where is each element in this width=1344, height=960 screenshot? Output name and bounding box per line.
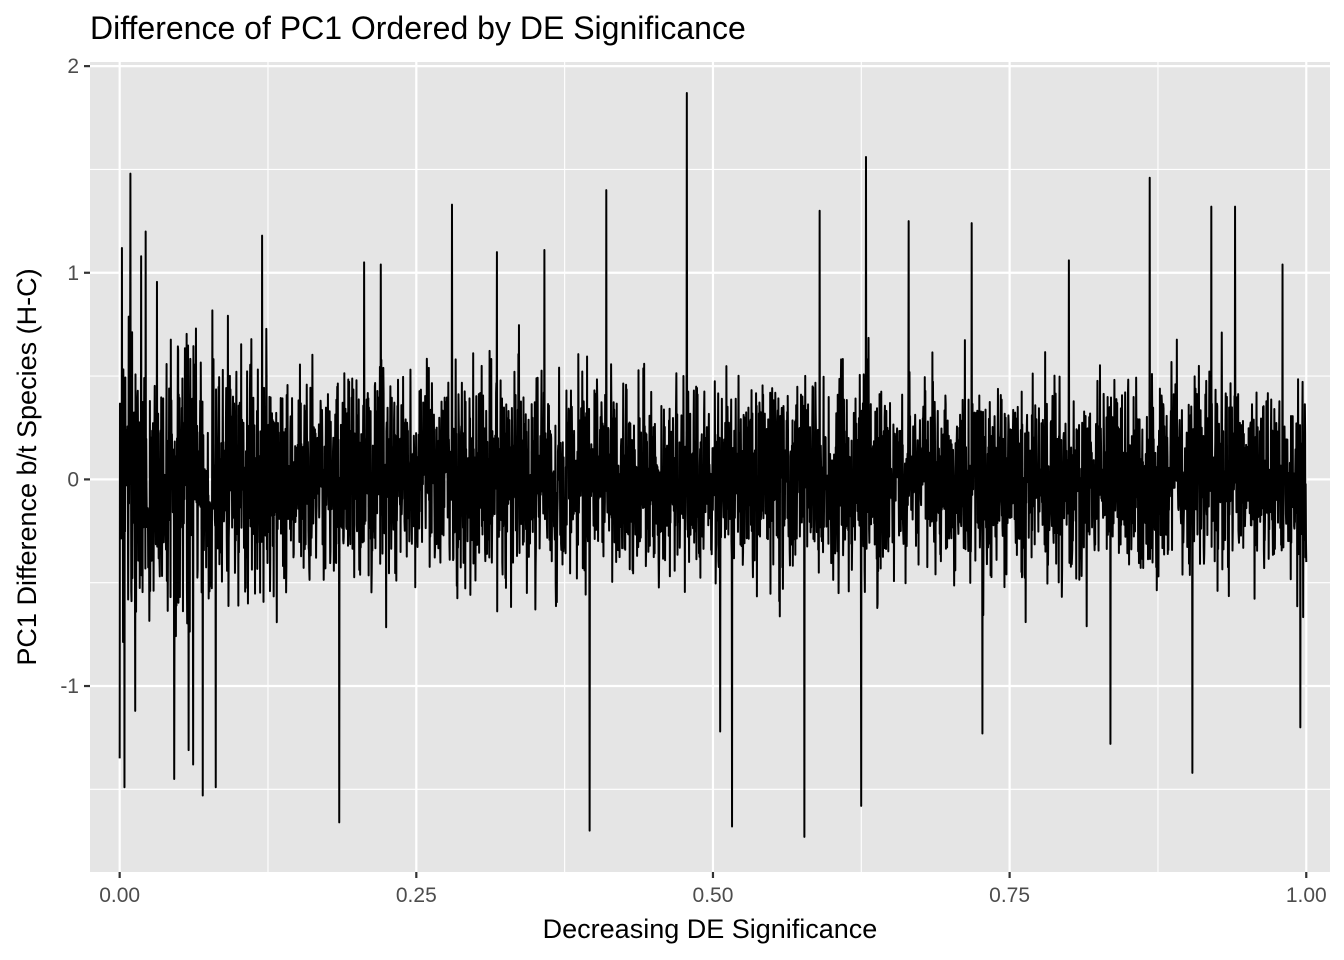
x-tick-label: 0.00: [99, 884, 140, 907]
x-axis-title: Decreasing DE Significance: [543, 914, 878, 944]
x-tick-label: 0.50: [693, 884, 734, 907]
chart-title: Difference of PC1 Ordered by DE Signific…: [90, 10, 746, 46]
axis-ticks: 0.00 0.25 0.50 0.75 1.00 -1 0 1 2: [60, 55, 1326, 907]
series-line: [118, 91, 1308, 838]
x-tick-label: 1.00: [1286, 884, 1327, 907]
y-tick-label: 2: [67, 55, 79, 78]
x-tick-label: 0.75: [989, 884, 1030, 907]
y-tick-label: -1: [60, 675, 79, 698]
y-tick-label: 1: [67, 262, 79, 285]
y-tick-label: 0: [67, 468, 79, 491]
y-axis-title: PC1 Difference b/t Species (H-C): [12, 268, 42, 665]
x-tick-label: 0.25: [396, 884, 437, 907]
